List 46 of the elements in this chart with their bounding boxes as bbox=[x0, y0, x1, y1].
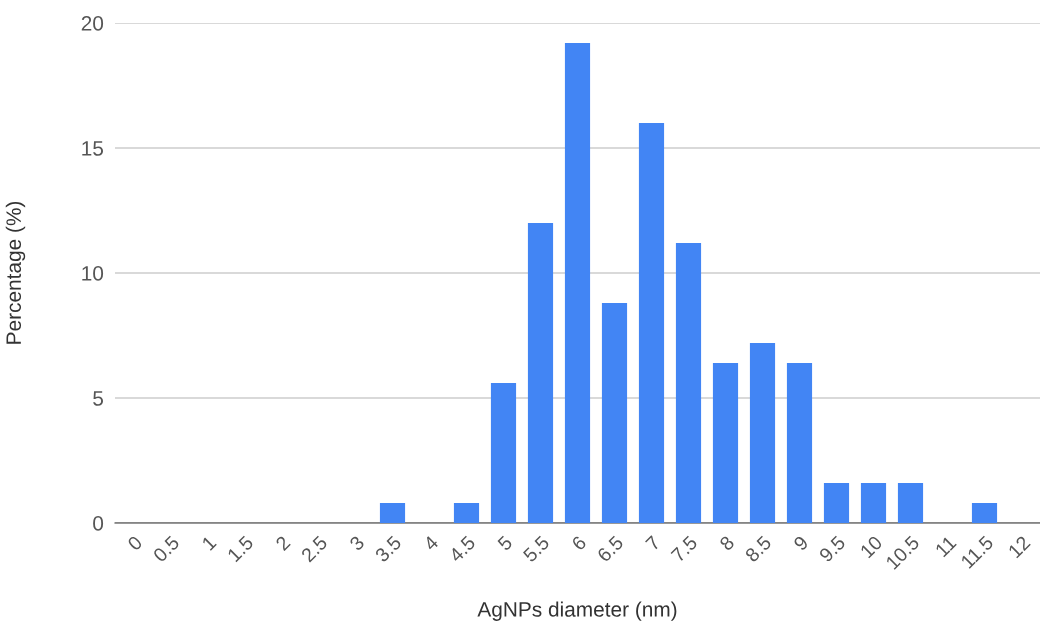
bar bbox=[564, 43, 591, 523]
x-tick-label: 6.5 bbox=[596, 535, 625, 563]
x-axis-title: AgNPs diameter (nm) bbox=[477, 601, 677, 621]
x-tick-label: 6 bbox=[570, 535, 587, 552]
bar bbox=[749, 343, 776, 523]
x-tick-label: 0.5 bbox=[152, 535, 181, 563]
bar bbox=[897, 483, 924, 523]
bar bbox=[527, 223, 554, 523]
x-tick-label: 4.5 bbox=[448, 535, 477, 564]
y-tick-label: 5 bbox=[93, 391, 104, 406]
x-tick-label: 3 bbox=[348, 535, 365, 552]
bar bbox=[490, 383, 517, 523]
y-tick-label: 10 bbox=[82, 266, 104, 281]
x-tick-label: 2.5 bbox=[300, 535, 329, 563]
bar bbox=[601, 303, 628, 523]
x-tick-label: 12 bbox=[1007, 535, 1031, 559]
x-tick-label: 3.5 bbox=[374, 535, 403, 563]
x-tick-label: 5.5 bbox=[522, 535, 551, 563]
bar bbox=[786, 363, 813, 523]
bar bbox=[453, 503, 480, 523]
bar bbox=[712, 363, 739, 523]
x-tick-label: 9 bbox=[792, 535, 809, 552]
x-tick-label: 11.5 bbox=[960, 535, 995, 569]
bar bbox=[971, 503, 998, 523]
x-tick-label: 8 bbox=[718, 535, 735, 552]
x-tick-label: 9.5 bbox=[818, 535, 847, 563]
bar bbox=[860, 483, 887, 523]
x-tick-label: 1 bbox=[201, 535, 217, 551]
x-tick-label: 7 bbox=[645, 535, 661, 552]
x-tick-label: 5 bbox=[496, 535, 514, 552]
x-tick-label: 4 bbox=[422, 535, 440, 552]
x-tick-label: 11 bbox=[934, 535, 957, 558]
x-tick-label: 1.5 bbox=[226, 535, 255, 563]
bar bbox=[823, 483, 850, 523]
x-tick-label: 0 bbox=[126, 535, 144, 552]
y-axis-title: Percentage (%) bbox=[5, 201, 26, 344]
bar bbox=[638, 123, 665, 523]
x-tick-label: 7.5 bbox=[670, 535, 699, 563]
y-tick-label: 0 bbox=[93, 516, 104, 531]
y-tick-label: 15 bbox=[82, 141, 104, 156]
x-tick-label: 2 bbox=[274, 535, 291, 552]
bar bbox=[379, 503, 406, 523]
x-tick-label: 8.5 bbox=[744, 535, 773, 563]
x-tick-label: 10 bbox=[859, 535, 884, 559]
y-tick-label: 20 bbox=[81, 16, 104, 31]
bar bbox=[675, 243, 702, 523]
